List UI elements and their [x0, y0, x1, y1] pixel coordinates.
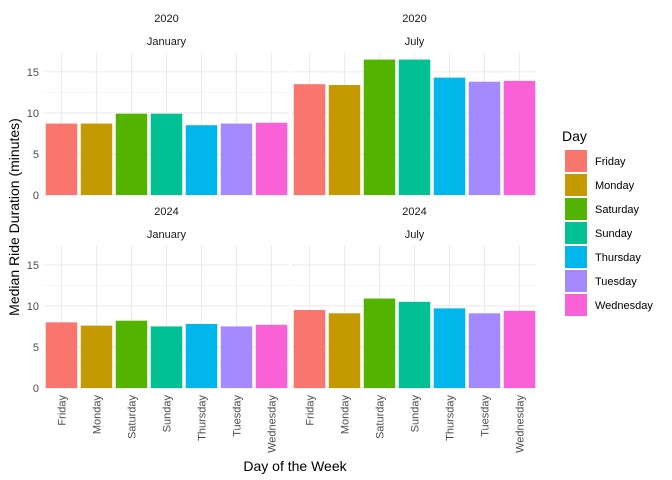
bar-2024-january-friday: [45, 322, 78, 388]
bar-2024-july-saturday: [363, 298, 396, 388]
strip-year-label: 2024: [402, 206, 426, 218]
legend-swatch: [565, 270, 587, 292]
bar-2020-july-tuesday: [468, 81, 501, 195]
legend-label: Wednesday: [595, 300, 653, 312]
strip-year-label: 2020: [154, 13, 178, 25]
y-tick-label: 15: [27, 67, 39, 79]
x-tick-label: Monday: [340, 395, 352, 435]
bar-2024-july-monday: [328, 313, 361, 388]
x-tick-label: Saturday: [127, 395, 139, 440]
bar-2020-january-sunday: [150, 113, 183, 195]
bar-2024-july-wednesday: [503, 310, 536, 388]
bar-2020-january-saturday: [115, 113, 148, 195]
bar-2024-july-friday: [293, 310, 326, 388]
x-tick-label: Wednesday: [267, 395, 279, 453]
legend-items: Friday Monday Saturday Sunday Thursday Tuesda…: [565, 150, 653, 316]
strip-year-label: 2020: [402, 13, 426, 25]
bar-2024-january-thursday: [185, 323, 218, 388]
x-tick-label: Sunday: [410, 395, 422, 433]
y-tick-label: 15: [27, 260, 39, 272]
bar-2020-july-saturday: [363, 59, 396, 196]
bar-2020-july-monday: [328, 85, 361, 195]
legend-swatch: [565, 222, 587, 244]
y-tick-label: 5: [33, 342, 39, 354]
legend: Day Friday Monday Saturday Sunday Thursday Tu…: [562, 128, 653, 316]
x-axis-ticks: Friday Monday Saturday Sunday Thursday Tuesda…: [57, 395, 527, 453]
strip-year-label: 2024: [154, 206, 178, 218]
bar-2020-january-monday: [80, 123, 113, 195]
x-axis-title: Day of the Week: [243, 458, 347, 474]
facet-panel-2020-january: [44, 53, 289, 196]
bar-2020-july-thursday: [433, 77, 466, 195]
facet-panel-2024-january: [44, 246, 289, 389]
x-tick-label: Tuesday: [232, 395, 244, 437]
facet-panel-2024-july: [292, 246, 537, 389]
bar-2024-july-sunday: [398, 301, 431, 388]
y-tick-label: 5: [33, 149, 39, 161]
bar-2024-july-tuesday: [468, 313, 501, 388]
bar-2024-january-wednesday: [255, 324, 288, 388]
strip-month-label: January: [147, 36, 187, 48]
legend-item-friday: Friday: [565, 150, 626, 172]
legend-item-sunday: Sunday: [565, 222, 633, 244]
y-tick-label: 0: [33, 383, 39, 395]
facet-panels: [44, 53, 537, 389]
strip-month-label: July: [405, 229, 425, 241]
legend-item-saturday: Saturday: [565, 198, 640, 220]
bar-2020-january-tuesday: [220, 123, 253, 195]
legend-item-monday: Monday: [565, 174, 635, 196]
legend-label: Saturday: [595, 204, 640, 216]
bar-2024-january-saturday: [115, 320, 148, 388]
legend-swatch: [565, 294, 587, 316]
x-tick-label: Friday: [57, 395, 69, 426]
legend-swatch: [565, 198, 587, 220]
bar-2020-january-thursday: [185, 125, 218, 195]
x-tick-label: Monday: [92, 395, 104, 435]
legend-swatch: [565, 246, 587, 268]
strip-month-label: July: [405, 36, 425, 48]
strip-month-label: January: [147, 229, 187, 241]
bar-2020-july-friday: [293, 84, 326, 195]
bar-2024-january-monday: [80, 325, 113, 388]
bar-2024-july-thursday: [433, 308, 466, 388]
x-tick-label: Wednesday: [515, 395, 527, 453]
legend-item-wednesday: Wednesday: [565, 294, 653, 316]
y-tick-label: 10: [27, 301, 39, 313]
legend-label: Monday: [595, 180, 635, 192]
x-tick-label: Saturday: [375, 395, 387, 440]
legend-label: Friday: [595, 156, 626, 168]
x-tick-label: Friday: [305, 395, 317, 426]
legend-label: Tuesday: [595, 276, 637, 288]
bar-2020-july-wednesday: [503, 80, 536, 195]
legend-title: Day: [562, 128, 587, 144]
legend-item-tuesday: Tuesday: [565, 270, 637, 292]
legend-label: Sunday: [595, 228, 633, 240]
y-axis-ticks: 0 5 10 15 0 5 10 15: [27, 67, 39, 395]
bar-2020-january-wednesday: [255, 122, 288, 195]
legend-label: Thursday: [595, 252, 641, 264]
bar-2024-january-tuesday: [220, 326, 253, 388]
legend-swatch: [565, 174, 587, 196]
legend-swatch: [565, 150, 587, 172]
x-tick-label: Tuesday: [480, 395, 492, 437]
legend-item-thursday: Thursday: [565, 246, 641, 268]
y-tick-label: 10: [27, 108, 39, 120]
x-tick-label: Thursday: [445, 395, 457, 441]
facet-panel-2020-july: [292, 53, 537, 196]
bar-2024-january-sunday: [150, 326, 183, 388]
x-tick-label: Sunday: [162, 395, 174, 433]
facet-strips: 2020 January 2020 July 2024 January 2024 July: [147, 13, 427, 241]
y-axis-title: Median Ride Duration (minutes): [6, 118, 22, 316]
y-tick-label: 0: [33, 190, 39, 202]
bar-2020-july-sunday: [398, 59, 431, 196]
x-tick-label: Thursday: [197, 395, 209, 441]
bar-2020-january-friday: [45, 123, 78, 195]
